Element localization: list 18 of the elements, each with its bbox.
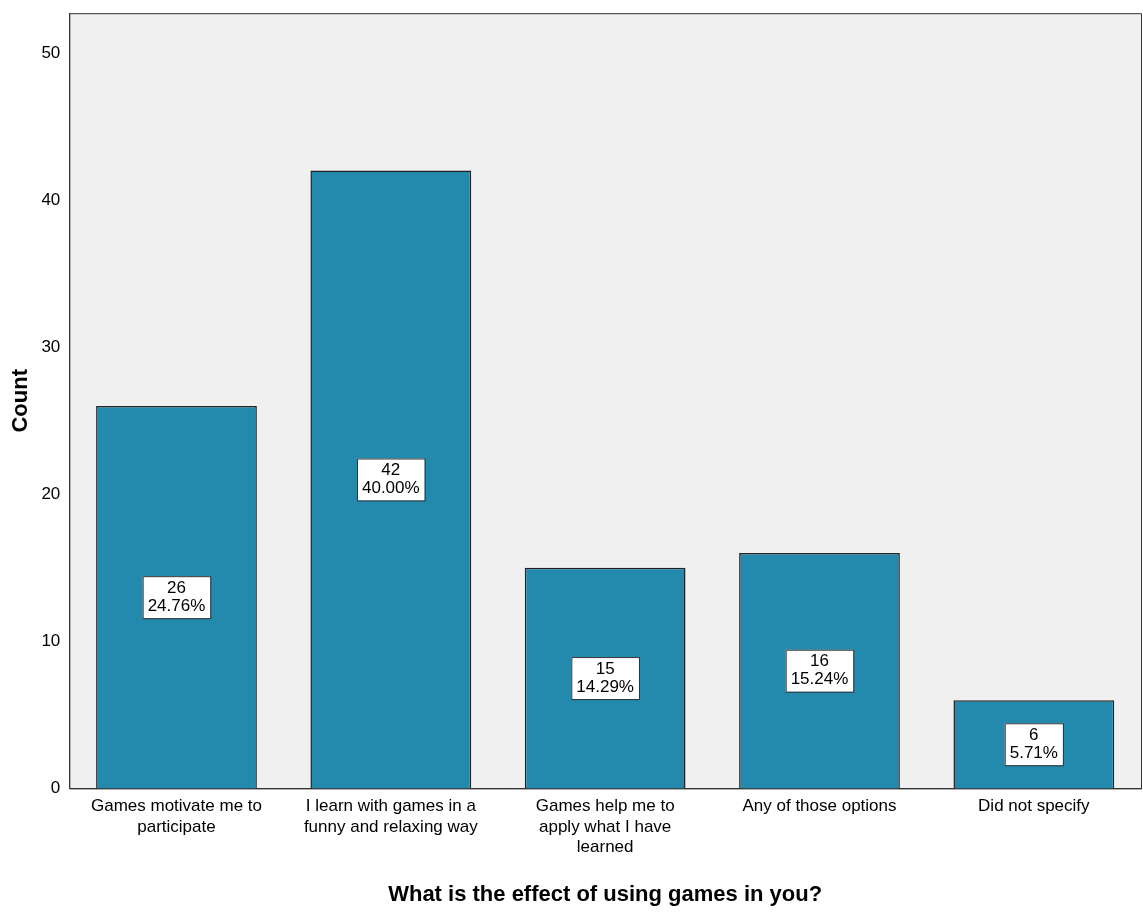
y-tick-label: 10 bbox=[41, 630, 61, 650]
y-tick-label: 0 bbox=[50, 778, 61, 798]
y-tick-label: 20 bbox=[41, 483, 61, 503]
data-label: 6 5.71% bbox=[1009, 724, 1058, 762]
x-tick-label: Any of those options bbox=[742, 796, 897, 816]
data-label: 26 24.76% bbox=[147, 577, 206, 615]
data-label: 15 14.29% bbox=[576, 658, 634, 696]
x-tick-label: I learn with games in a funny and relaxing way bbox=[303, 796, 479, 836]
x-tick-label: Games motivate me to participate bbox=[90, 796, 262, 836]
y-tick-label: 50 bbox=[41, 42, 61, 62]
y-tick-label: 40 bbox=[41, 189, 61, 209]
x-tick-label: Games help me to apply what I have learned bbox=[535, 796, 675, 857]
x-axis-title: What is the effect of using games in you? bbox=[388, 880, 823, 906]
y-tick-label: 30 bbox=[41, 336, 61, 356]
y-axis-title: Count bbox=[7, 368, 33, 433]
x-tick-label: Did not specify bbox=[978, 796, 1091, 816]
data-label: 42 40.00% bbox=[361, 460, 420, 498]
data-label: 16 15.24% bbox=[790, 651, 849, 689]
